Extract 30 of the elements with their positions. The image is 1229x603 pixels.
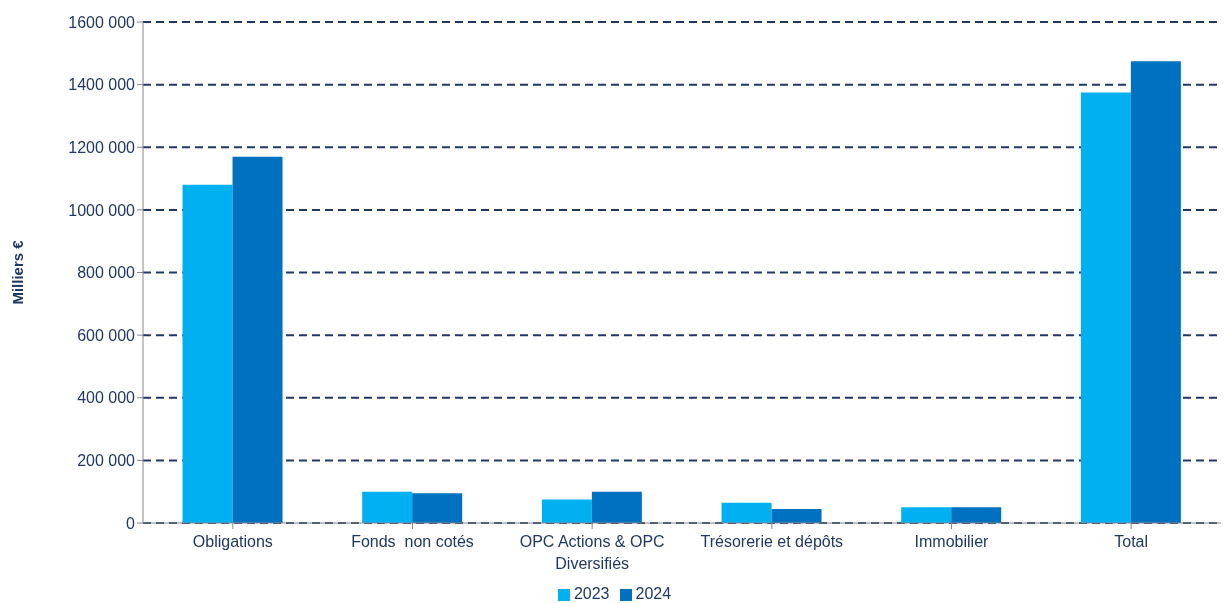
x-tick-label: Obligations [192, 533, 273, 550]
y-tick-label: 1000 000 [68, 201, 136, 219]
x-tick-label: Total [1114, 533, 1149, 550]
bar [901, 507, 952, 523]
y-tick-label: 800 000 [77, 264, 136, 282]
bar [232, 156, 283, 523]
y-tick-label: 600 000 [77, 326, 136, 344]
y-tick-label: 0 [126, 514, 136, 532]
bar [721, 502, 772, 523]
legend-label: 2023 [573, 585, 610, 602]
x-tick-label: Fonds non cotés [351, 533, 474, 550]
y-tick-label: 400 000 [77, 389, 136, 407]
bar [541, 499, 592, 523]
bar [412, 493, 463, 523]
y-axis-title: Milliers € [9, 239, 27, 305]
bar [951, 507, 1002, 523]
x-tick-label: OPC Actions & OPC Diversifiés [519, 533, 665, 572]
y-tick-label: 1600 000 [68, 13, 136, 31]
bar [1130, 61, 1181, 523]
bar [771, 508, 822, 523]
bar [182, 184, 233, 523]
x-tick-label: Trésorerie et dépôts [700, 533, 844, 550]
bar [362, 491, 413, 523]
legend-label: 2024 [635, 585, 672, 602]
y-tick-label: 1400 000 [68, 76, 136, 94]
x-tick-label: Immobilier [914, 533, 990, 550]
y-tick-label: 1200 000 [68, 138, 136, 156]
bar [591, 491, 642, 523]
y-tick-label: 200 000 [77, 452, 136, 470]
bar [1080, 92, 1131, 523]
